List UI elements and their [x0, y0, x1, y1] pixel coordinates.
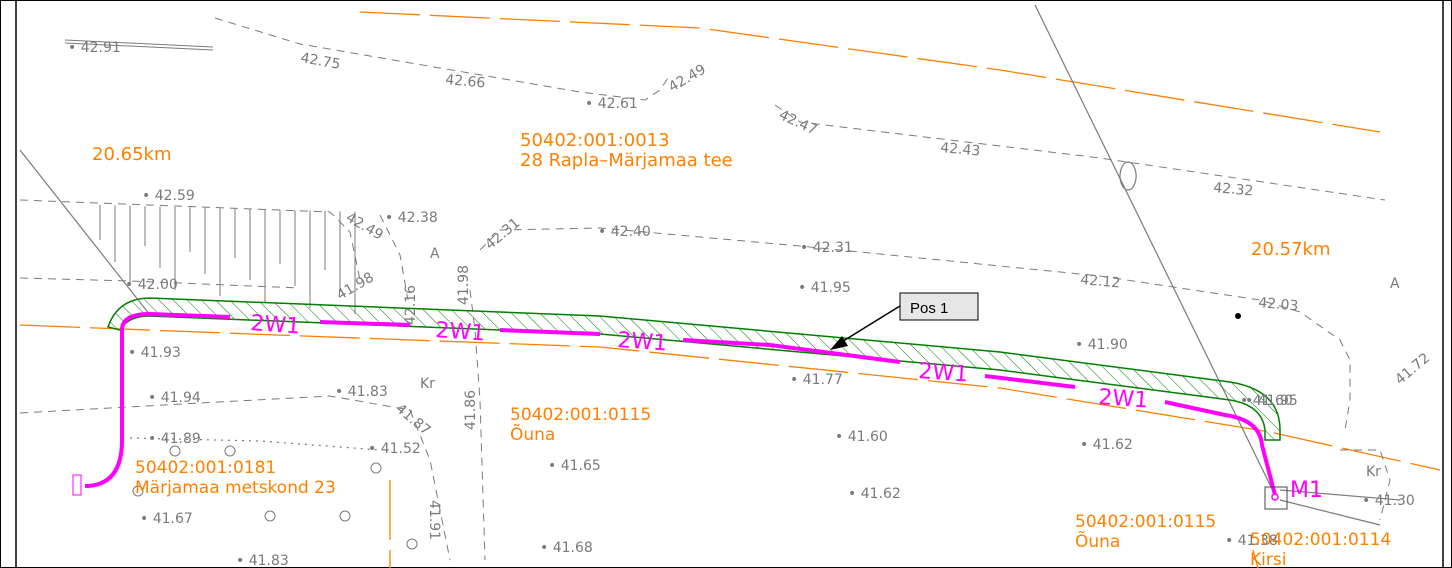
km-label: 20.65km	[92, 144, 172, 165]
elevation-label: 42.47	[776, 107, 819, 138]
cable-label: 2W1	[250, 311, 301, 339]
parcel-id: 50402:001:0115	[510, 405, 651, 425]
parcel-name: Õuna	[1075, 530, 1120, 552]
elevation-label: 42.32	[1213, 180, 1254, 199]
km-label: 20.57km	[1251, 239, 1331, 260]
cable-label: 2W1	[435, 318, 486, 346]
elevation-label: • 41.95	[798, 280, 851, 296]
elevation-label: • 41.77	[790, 372, 843, 388]
embankment-ticks	[99, 205, 356, 314]
elevation-label: • 41.60	[835, 429, 888, 445]
elevation-label: 42.49	[666, 62, 709, 96]
elevation-label: 41.86	[463, 390, 479, 430]
zone-letter: Kr	[420, 376, 435, 392]
callout-box[interactable]	[899, 292, 979, 321]
cable-end-marker	[72, 474, 82, 496]
elevation-label: • 41.52	[368, 441, 421, 457]
callout-leader	[830, 305, 901, 350]
elevation-label: • 42.00	[125, 277, 178, 293]
elevation-label: • 41.30	[1362, 493, 1415, 509]
terrain-contour-lines	[19, 17, 1391, 561]
zone-letter: A	[430, 246, 440, 262]
elevation-label: • 41.62	[848, 486, 901, 502]
manhole-box[interactable]	[1264, 486, 1288, 510]
cable-corridor[interactable]	[107, 297, 1281, 441]
elevation-label: • 41.60	[1240, 393, 1293, 409]
elevation-label: 42.12	[1080, 272, 1121, 291]
parcel-name: Õuna	[510, 423, 555, 445]
elevation-label: 42.31	[482, 215, 523, 253]
elevation-label: • 42.38	[385, 210, 438, 226]
elevation-label: • 41.90	[1075, 337, 1128, 353]
dotted-boundary	[129, 437, 381, 451]
elevation-label: • 42.61	[585, 96, 638, 112]
tree-symbols	[132, 445, 418, 550]
elevation-label: • 42.40	[598, 224, 651, 240]
manhole-point	[1271, 493, 1279, 501]
elevation-label: • 41.65	[548, 458, 601, 474]
elevation-label: • 42.91	[68, 40, 121, 56]
elevation-label: • 41.67	[140, 511, 193, 527]
survey-point	[1235, 313, 1241, 319]
elevation-label: • 41.83	[335, 384, 388, 400]
survey-lines	[19, 4, 1401, 526]
elevation-label: • 42.59	[142, 188, 195, 204]
elevation-label: 42.49	[343, 210, 386, 244]
elevation-label: • 41.89	[148, 431, 201, 447]
parcel-id: 50402:001:0181	[135, 458, 276, 478]
elevation-label: • 41.83	[236, 553, 289, 568]
elevation-label: • 41.68	[540, 540, 593, 556]
parcel-id: 50402:001:0013	[520, 130, 670, 151]
elevation-label: 42.75	[299, 50, 341, 73]
elevation-label: • 41.94	[148, 390, 201, 406]
zone-letter: Kr	[1366, 464, 1381, 480]
cable-label: 2W1	[1098, 385, 1149, 413]
elevation-label: • 41.93	[128, 345, 181, 361]
elevation-label: 41.72	[1392, 350, 1433, 388]
parcel-id: 50402:001:0115	[1075, 512, 1216, 532]
cable-label: 2W1	[918, 359, 969, 387]
elevation-label: 42.43	[940, 140, 981, 159]
cable-route	[84, 311, 1277, 496]
elevation-label: 41.98	[456, 265, 472, 305]
callout-label: Pos 1	[910, 300, 948, 317]
elevation-label: • 41.38	[1225, 533, 1278, 549]
zone-letter: A	[1390, 276, 1400, 292]
parcel-id: 50402:001:0114	[1250, 530, 1391, 550]
elevation-label: • 41.95	[1245, 393, 1298, 409]
building-edge	[64, 39, 214, 51]
parcel-name: 28 Rapla–Märjamaa tee	[520, 150, 733, 171]
elevation-label: • 42.31	[800, 240, 853, 256]
elevation-label: 42.03	[1258, 295, 1299, 314]
elevation-label: 42.16	[403, 285, 419, 325]
elevation-label: 42.66	[445, 72, 486, 91]
elevation-label: • 41.62	[1080, 437, 1133, 453]
parcel-name: Märjamaa metskond 23	[135, 478, 336, 498]
cable-label: 2W1	[617, 328, 668, 356]
elevation-label: 41.91	[426, 500, 442, 540]
manhole-label: M1	[1290, 478, 1323, 503]
road-boundary-lines	[19, 11, 1441, 568]
elevation-label: 41.87	[392, 401, 433, 439]
parcel-name: Kirsi	[1250, 550, 1286, 568]
